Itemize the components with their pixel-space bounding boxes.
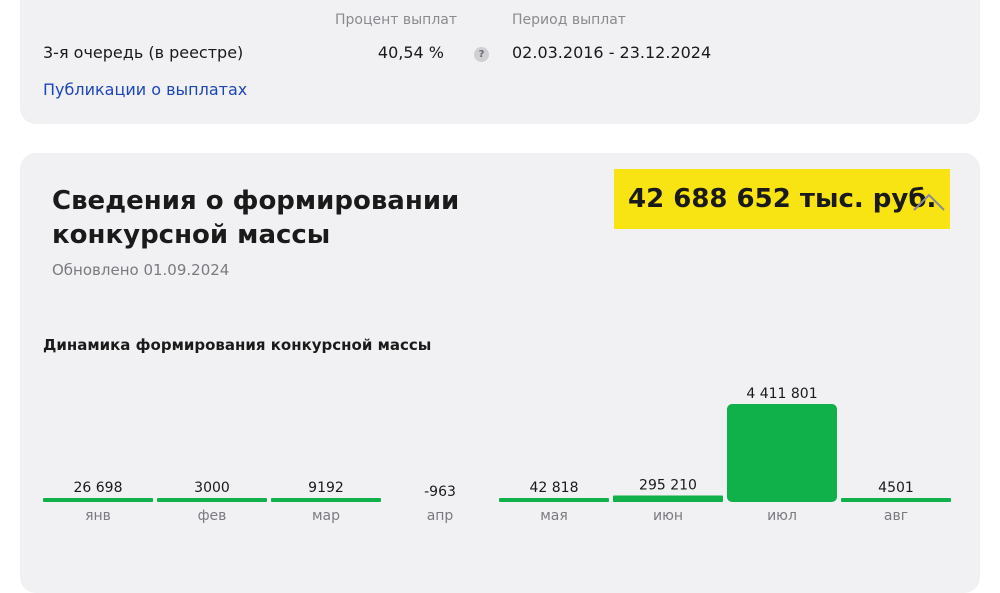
value-label-янв: 26 698: [74, 480, 123, 496]
estate-title: Сведения о формировании конкурсной массы: [52, 186, 460, 250]
payout-period: 02.03.2016 - 23.12.2024: [512, 43, 712, 62]
month-label-фев: фев: [198, 508, 227, 524]
month-label-мар: мар: [312, 508, 340, 524]
value-label-апр: -963: [424, 484, 456, 500]
month-label-июл: июл: [767, 508, 797, 524]
month-label-авг: авг: [884, 508, 908, 524]
mass-dynamics-chart: 26 698 янв 3000 фев 9192 мар -963 апр 42 818 мая 2…: [43, 386, 951, 524]
help-icon[interactable]: ?: [474, 47, 489, 62]
bar-мар[interactable]: [271, 498, 381, 502]
month-label-мая: мая: [540, 508, 568, 524]
value-label-июл: 4 411 801: [746, 386, 817, 402]
month-label-апр: апр: [427, 508, 454, 524]
value-label-мая: 42 818: [530, 480, 579, 496]
value-label-авг: 4501: [878, 480, 914, 496]
estate-total-amount: 42 688 652 тыс. руб.: [614, 169, 951, 229]
payout-percent: 40,54 %: [377, 43, 444, 62]
value-label-июн: 295 210: [639, 477, 697, 493]
value-label-фев: 3000: [194, 480, 230, 496]
estate-card: Сведения о формировании конкурсной массы…: [20, 153, 980, 593]
bar-авг[interactable]: [841, 498, 951, 502]
payouts-card: Процент выплат Период выплат 3-я очередь…: [20, 0, 980, 124]
bar-июл[interactable]: [727, 404, 837, 502]
queue-label: 3-я очередь (в реестре): [43, 43, 244, 62]
month-label-янв: янв: [85, 508, 111, 524]
collapse-chevron-icon[interactable]: [911, 191, 947, 213]
header-percent: Процент выплат: [335, 12, 458, 28]
bar-янв[interactable]: [43, 498, 153, 502]
header-period: Период выплат: [512, 12, 626, 28]
chart-title: Динамика формирования конкурсной массы: [43, 336, 432, 354]
updated-date: Обновлено 01.09.2024: [52, 261, 230, 279]
bar-июн[interactable]: [613, 495, 723, 502]
month-label-июн: июн: [653, 508, 683, 524]
payout-publications-link[interactable]: Публикации о выплатах: [43, 80, 248, 99]
value-label-мар: 9192: [308, 480, 344, 496]
bar-фев[interactable]: [157, 498, 267, 502]
bar-мая[interactable]: [499, 498, 609, 502]
